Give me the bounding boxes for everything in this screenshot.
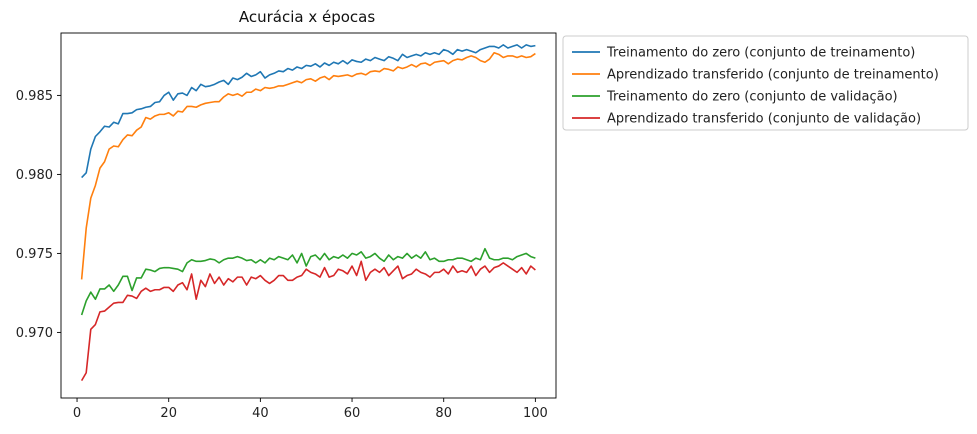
y-tick-label: 0.975 (16, 247, 53, 262)
x-tick-label: 40 (252, 406, 269, 421)
y-tick-label: 0.970 (16, 326, 53, 341)
series-line-4 (80, 260, 536, 382)
legend-entries: Treinamento do zero (conjunto de treinam… (572, 46, 939, 127)
plot-frame (60, 32, 557, 399)
series-line-3 (80, 247, 536, 316)
legend: Treinamento do zero (conjunto de treinam… (562, 35, 969, 131)
x-tick-label: 20 (160, 406, 177, 421)
x-tick-label: 100 (523, 406, 548, 421)
legend-label-3: Treinamento do zero (conjunto de validaç… (606, 90, 898, 105)
series-line-1 (81, 44, 536, 179)
x-tick-label: 0 (73, 406, 81, 421)
legend-label-1: Treinamento do zero (conjunto de treinam… (606, 46, 915, 61)
x-tick-label: 60 (344, 406, 361, 421)
plot-lines (80, 44, 536, 382)
x-axis: 0 20 40 60 80 100 (73, 398, 548, 421)
y-tick-label: 0.980 (16, 168, 53, 183)
legend-box (562, 35, 969, 131)
y-tick-label: 0.985 (16, 89, 53, 104)
chart-title: Acurácia x épocas (239, 8, 375, 26)
legend-label-2: Aprendizado transferido (conjunto de tre… (607, 68, 939, 83)
x-tick-label: 80 (435, 406, 452, 421)
legend-label-4: Aprendizado transferido (conjunto de val… (607, 112, 921, 127)
series-line-2 (80, 51, 536, 280)
y-axis: 0.970 0.975 0.980 0.985 (16, 89, 61, 341)
